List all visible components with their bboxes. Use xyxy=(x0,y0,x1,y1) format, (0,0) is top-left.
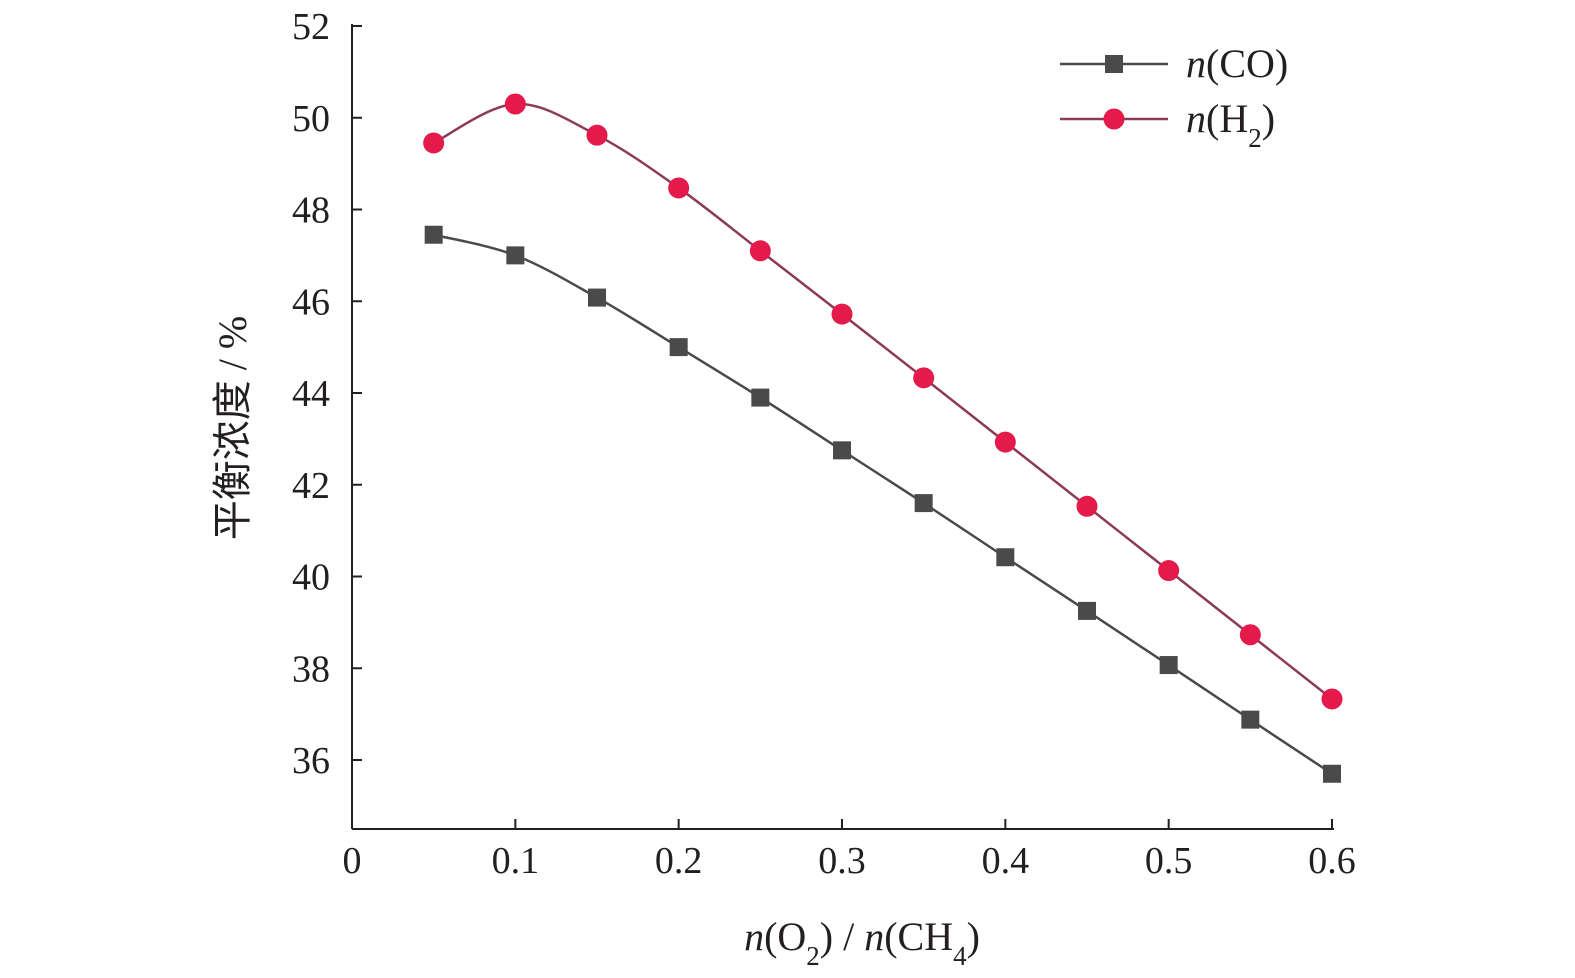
legend-label: n(H2) xyxy=(1186,96,1275,153)
data-point-circle xyxy=(1321,688,1343,710)
x-tick-label: 0.3 xyxy=(818,840,866,882)
data-point-circle xyxy=(1239,624,1261,646)
data-point-square xyxy=(833,441,851,460)
data-point-square xyxy=(914,494,933,513)
series-layer xyxy=(423,93,1343,783)
data-point-circle xyxy=(504,93,526,115)
data-point-square xyxy=(1323,764,1341,783)
x-tick-label: 0.4 xyxy=(982,840,1030,882)
data-point-circle xyxy=(423,132,445,154)
data-point-square xyxy=(1159,656,1178,675)
y-tick-label: 42 xyxy=(292,465,330,507)
x-ticks: 0 0.1 0.2 0.3 0.4 0.5 0.6 xyxy=(343,819,1356,882)
legend-item: n(H2) xyxy=(1060,96,1275,153)
y-tick-label: 50 xyxy=(292,98,330,140)
x-tick-label: 0.6 xyxy=(1308,840,1356,882)
data-point-circle xyxy=(994,431,1016,453)
series-h2 xyxy=(423,93,1343,710)
legend-marker-square xyxy=(1105,55,1123,73)
x-tick-label: 0 xyxy=(343,840,362,882)
x-tick-label: 0.5 xyxy=(1145,840,1193,882)
data-point-square xyxy=(506,246,525,265)
y-tick-label: 46 xyxy=(292,281,330,323)
data-point-circle xyxy=(831,303,853,325)
y-tick-label: 38 xyxy=(292,648,330,690)
legend: n(CO) n(H2) xyxy=(1060,41,1288,153)
series-line xyxy=(433,233,1333,775)
data-point-circle xyxy=(913,367,935,389)
series-co xyxy=(424,225,1341,783)
data-point-square xyxy=(588,288,606,307)
data-point-square xyxy=(751,388,770,407)
data-point-square xyxy=(996,548,1015,567)
data-point-circle xyxy=(749,240,771,262)
legend-marker-circle xyxy=(1103,108,1125,130)
y-tick-label: 40 xyxy=(292,557,330,599)
y-tick-label: 44 xyxy=(292,373,330,415)
axes xyxy=(351,24,1334,830)
data-point-circle xyxy=(1158,560,1180,582)
data-point-circle xyxy=(1076,495,1098,517)
y-axis-title: 平衡浓度 / % xyxy=(210,316,255,540)
data-point-circle xyxy=(668,177,690,199)
y-tick-label: 52 xyxy=(292,6,330,48)
y-ticks: 36 38 40 42 44 46 48 50 52 xyxy=(292,6,362,782)
data-point-square xyxy=(1078,601,1096,620)
data-point-square xyxy=(1241,710,1260,729)
data-point-square xyxy=(424,225,443,244)
y-tick-label: 36 xyxy=(292,740,330,782)
x-tick-label: 0.2 xyxy=(655,840,703,882)
series-line xyxy=(433,102,1333,700)
x-tick-label: 0.1 xyxy=(492,840,540,882)
legend-label: n(CO) xyxy=(1186,41,1288,86)
y-tick-label: 48 xyxy=(292,190,330,232)
legend-item: n(CO) xyxy=(1060,41,1288,86)
x-axis-title: n(O2) / n(CH4) xyxy=(744,914,980,971)
data-point-square xyxy=(669,338,688,357)
data-point-circle xyxy=(586,124,608,146)
